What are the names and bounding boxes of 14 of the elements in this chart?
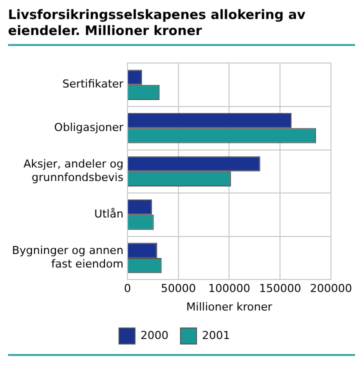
y-tick-label: Aksjer, andeler og grunnfondsbevis [23, 158, 124, 184]
y-tick-label: Obligasjoner [54, 120, 124, 134]
x-tick-label: 100000 [208, 282, 250, 296]
x-tick-label: 50000 [160, 282, 196, 296]
x-axis-title: Millioner kroner [186, 300, 273, 314]
x-tick-label: 200000 [310, 282, 352, 296]
y-tick-label: Bygninger og annen fast eiendom [12, 244, 124, 270]
legend-label: 2000 [140, 328, 169, 342]
x-tick-label: 0 [124, 282, 131, 296]
y-tick-label: Utlån [94, 208, 124, 221]
y-tick-label: Sertifikater [62, 78, 124, 91]
chart-title: Livsforsikringsselskapenes allokering av eiendeler. Millioner kroner [8, 8, 307, 41]
x-tick-label: 150000 [259, 282, 302, 296]
legend-label: 2001 [202, 328, 230, 342]
